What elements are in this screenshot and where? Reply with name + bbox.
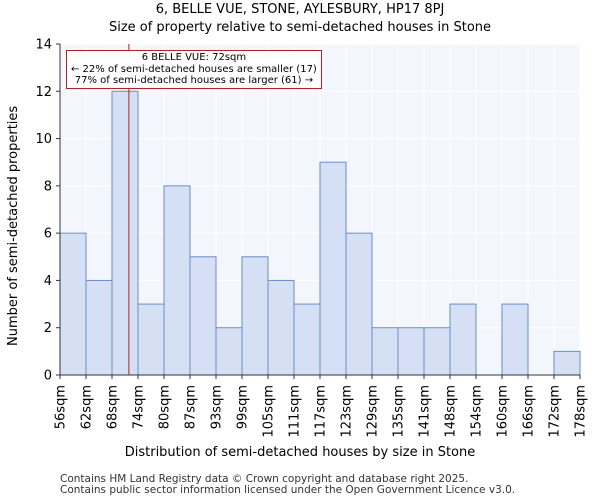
x-tick-label: 160sqm xyxy=(496,385,511,438)
bar-135sqm xyxy=(397,327,425,376)
bar-172sqm xyxy=(553,350,581,376)
x-axis-label: Distribution of semi-detached houses by … xyxy=(124,445,476,460)
bar-148sqm xyxy=(449,303,477,376)
bar-68sqm xyxy=(111,90,139,376)
x-tick-label: 111sqm xyxy=(288,385,303,438)
x-tick-label: 87sqm xyxy=(184,385,199,429)
x-tick-label: 141sqm xyxy=(418,385,433,438)
x-tick-label: 135sqm xyxy=(392,385,407,438)
axes: 0 2 4 6 8 10 12 14 56sqm 62sqm 68sqm 74sqm 80sqm 87sq… xyxy=(35,38,588,438)
x-tick-label: 56sqm xyxy=(54,385,69,429)
bar-160sqm xyxy=(501,303,529,376)
bar-87sqm xyxy=(189,256,217,376)
property-annotation-box: 6 BELLE VUE: 72sqm ← 22% of semi-detache… xyxy=(66,50,322,89)
bar-123sqm xyxy=(345,232,373,376)
x-tick-label: 80sqm xyxy=(158,385,173,429)
y-tick-label: 6 xyxy=(44,227,52,242)
y-tick-label: 0 xyxy=(44,369,52,384)
bar-111sqm xyxy=(293,303,321,376)
annotation-line-1: 6 BELLE VUE: 72sqm xyxy=(141,52,247,63)
bar-93sqm xyxy=(215,327,243,376)
chart-title-line-2: Size of property relative to semi-detach… xyxy=(108,20,492,35)
y-tick-label: 14 xyxy=(35,38,52,53)
bar-105sqm xyxy=(267,279,295,376)
bar-74sqm xyxy=(137,303,165,376)
bar-56sqm xyxy=(59,232,87,376)
x-tick-label: 68sqm xyxy=(106,385,121,429)
bar-141sqm xyxy=(423,327,451,376)
y-tick-label: 2 xyxy=(44,321,52,336)
bar-129sqm xyxy=(371,327,399,376)
bar-117sqm xyxy=(319,161,347,376)
chart-title-line-1: 6, BELLE VUE, STONE, AYLESBURY, HP17 8PJ xyxy=(155,2,445,17)
x-tick-label: 172sqm xyxy=(548,385,563,438)
x-tick-label: 105sqm xyxy=(262,385,277,438)
y-tick-label: 8 xyxy=(44,179,52,194)
x-tick-label: 93sqm xyxy=(210,385,225,429)
y-axis-label: Number of semi-detached properties xyxy=(6,105,21,346)
footer-copyright: Contains HM Land Registry data © Crown c… xyxy=(60,473,469,485)
bar-62sqm xyxy=(85,279,113,376)
x-tick-label: 99sqm xyxy=(236,385,251,429)
y-tick-label: 10 xyxy=(35,132,52,147)
bar-80sqm xyxy=(163,185,191,376)
x-tick-label: 154sqm xyxy=(470,385,485,438)
x-tick-label: 62sqm xyxy=(80,385,95,429)
annotation-line-3: 77% of semi-detached houses are larger (… xyxy=(74,75,314,86)
annotation-line-2: ← 22% of semi-detached houses are smalle… xyxy=(71,63,317,75)
x-tick-label: 166sqm xyxy=(522,385,537,438)
x-tick-label: 178sqm xyxy=(574,385,589,438)
bars xyxy=(59,90,581,376)
bar-99sqm xyxy=(241,256,269,376)
x-tick-label: 148sqm xyxy=(444,385,459,438)
x-tick-label: 74sqm xyxy=(132,385,147,429)
footer-licence: Contains public sector information licen… xyxy=(60,484,516,496)
x-tick-label: 129sqm xyxy=(366,385,381,438)
x-tick-label: 117sqm xyxy=(314,385,329,438)
x-tick-label: 123sqm xyxy=(340,385,355,438)
y-tick-label: 12 xyxy=(35,85,52,100)
y-tick-label: 4 xyxy=(44,274,52,289)
